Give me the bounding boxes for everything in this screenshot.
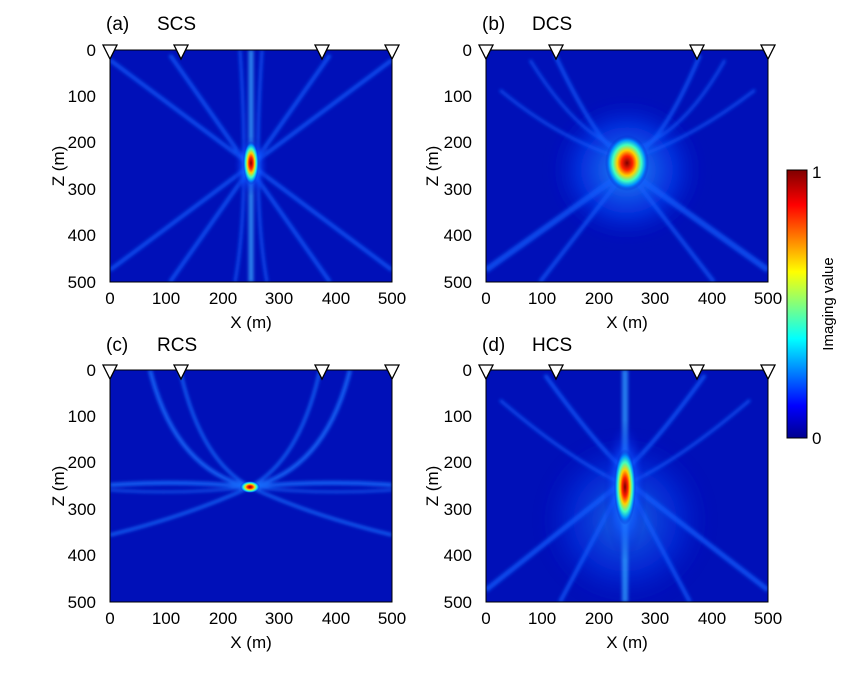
panel-d-title: HCS (532, 335, 572, 356)
x-axis-label: X (m) (606, 633, 648, 652)
receiver-marker (172, 44, 190, 61)
receiver-marker (383, 364, 401, 381)
x-tick: 500 (754, 289, 782, 308)
receiver-marker (101, 364, 119, 381)
x-tick: 300 (265, 609, 293, 628)
receiver-marker (688, 44, 706, 61)
y-axis-label: Z (m) (423, 466, 442, 507)
panel-b-image (486, 50, 768, 282)
panel-a-title: SCS (157, 14, 196, 35)
panel-c: (c) RCS 0 100 200 300 (49, 335, 406, 652)
x-tick: 200 (585, 609, 613, 628)
receiver-marker (547, 44, 565, 61)
panel-d-label: (d) (482, 335, 505, 356)
panel-a-image (110, 50, 392, 282)
receiver-marker (101, 44, 119, 61)
y-axis-label: Z (m) (49, 466, 68, 507)
x-tick: 200 (209, 609, 237, 628)
y-axis-label: Z (m) (49, 146, 68, 187)
x-tick: 100 (528, 289, 556, 308)
panel-b-label: (b) (482, 14, 505, 35)
colorbar-title: Imaging value (820, 257, 837, 350)
x-tick: 0 (481, 609, 490, 628)
colorbar: 1 0 Imaging value (786, 163, 837, 448)
panel-c-image (110, 370, 392, 602)
receiver-marker (172, 364, 190, 381)
x-tick: 400 (698, 609, 726, 628)
receiver-marker (547, 364, 565, 381)
y-tick: 200 (68, 133, 96, 152)
y-axis-label: Z (m) (423, 146, 442, 187)
y-tick: 500 (68, 273, 96, 292)
x-tick: 200 (585, 289, 613, 308)
x-tick: 400 (322, 609, 350, 628)
y-tick: 0 (87, 361, 96, 380)
y-tick: 100 (444, 87, 472, 106)
receiver-marker (759, 364, 777, 381)
y-tick: 0 (87, 41, 96, 60)
y-tick: 500 (444, 273, 472, 292)
y-tick: 0 (463, 41, 472, 60)
y-tick: 500 (68, 593, 96, 612)
x-axis-label: X (m) (230, 633, 272, 652)
y-tick: 200 (444, 133, 472, 152)
y-tick: 100 (68, 87, 96, 106)
x-tick: 400 (698, 289, 726, 308)
receiver-marker (313, 44, 331, 61)
x-tick: 300 (641, 289, 669, 308)
panel-b: (b) DCS 0 100 200 300 400 500 (423, 14, 782, 332)
y-tick: 400 (68, 546, 96, 565)
x-tick: 300 (641, 609, 669, 628)
y-tick: 0 (463, 361, 472, 380)
y-tick: 300 (444, 500, 472, 519)
x-tick: 300 (265, 289, 293, 308)
x-tick: 500 (378, 289, 406, 308)
colorbar-scale (786, 169, 808, 439)
panel-c-label: (c) (106, 335, 128, 356)
panel-a: (a) SCS 0 100 200 300 (49, 14, 406, 332)
panel-a-label: (a) (106, 14, 129, 35)
y-tick: 300 (68, 500, 96, 519)
y-tick: 400 (68, 226, 96, 245)
receiver-marker (688, 364, 706, 381)
x-tick: 0 (105, 609, 114, 628)
panel-d-image (486, 370, 768, 602)
x-tick: 0 (481, 289, 490, 308)
receiver-marker (759, 44, 777, 61)
panel-c-title: RCS (157, 335, 197, 356)
colorbar-max-label: 1 (812, 163, 821, 182)
receiver-marker (477, 44, 495, 61)
y-tick: 100 (444, 407, 472, 426)
y-tick: 100 (68, 407, 96, 426)
receiver-marker (383, 44, 401, 61)
y-tick: 300 (68, 180, 96, 199)
x-tick: 400 (322, 289, 350, 308)
receiver-marker (477, 364, 495, 381)
x-axis-label: X (m) (230, 313, 272, 332)
x-tick: 500 (754, 609, 782, 628)
y-tick: 500 (444, 593, 472, 612)
receiver-marker (313, 364, 331, 381)
y-tick: 200 (444, 453, 472, 472)
y-tick: 300 (444, 180, 472, 199)
x-tick: 500 (378, 609, 406, 628)
y-tick: 400 (444, 546, 472, 565)
panel-b-title: DCS (532, 14, 572, 35)
x-tick: 100 (528, 609, 556, 628)
colorbar-min-label: 0 (812, 429, 821, 448)
x-tick: 100 (152, 609, 180, 628)
panel-d: (d) HCS 0 100 200 300 (423, 335, 782, 652)
y-tick: 200 (68, 453, 96, 472)
x-tick: 0 (105, 289, 114, 308)
x-tick: 200 (209, 289, 237, 308)
y-tick: 400 (444, 226, 472, 245)
x-axis-label: X (m) (606, 313, 648, 332)
x-tick: 100 (152, 289, 180, 308)
